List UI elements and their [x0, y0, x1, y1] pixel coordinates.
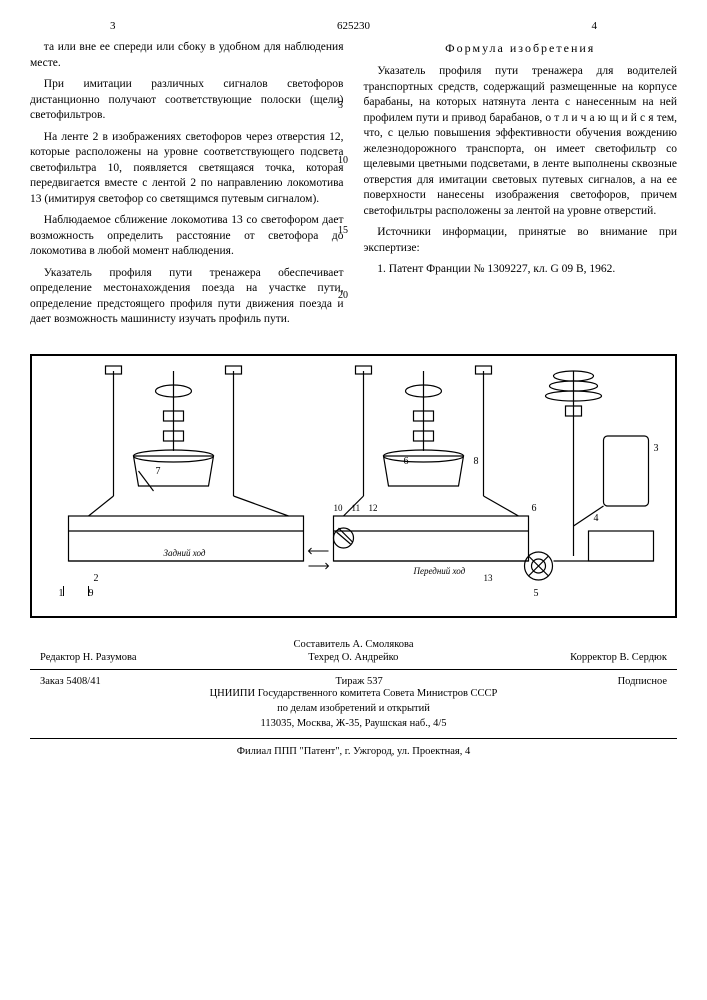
corrector: Корректор В. Сердюк — [570, 652, 667, 663]
line-num: 5 — [338, 100, 343, 111]
tech: Техред О. Андрейко — [308, 652, 398, 663]
org2: по делам изобретений и открытий — [30, 702, 677, 717]
addr: 113035, Москва, Ж-35, Раушская наб., 4/5 — [30, 717, 677, 732]
org1: ЦНИИПИ Государственного комитета Совета … — [30, 687, 677, 702]
fig-text-rear: Задний ход — [164, 548, 206, 558]
circulation: Тираж 537 — [335, 676, 382, 687]
fig-label-4: 4 — [594, 513, 599, 524]
line-num: 20 — [338, 290, 348, 301]
fig-label-6: 6 — [404, 456, 409, 467]
fig-label-11: 11 — [352, 503, 361, 513]
fig-label-9: 9 — [89, 588, 94, 599]
editor: Редактор Н. Разумова — [40, 652, 137, 663]
fig-label-12: 12 — [369, 503, 378, 513]
fig-label-3: 3 — [654, 443, 659, 454]
page-num-left: 3 — [110, 20, 116, 32]
branch: Филиал ППП "Патент", г. Ужгород, ул. Про… — [30, 745, 677, 760]
fig-text-front: Передний ход — [413, 566, 466, 576]
page-num-right: 4 — [592, 20, 598, 32]
text-columns: та или вне ее спереди или сбоку в удобно… — [30, 40, 677, 334]
fig-label-5: 5 — [534, 588, 539, 599]
para: та или вне ее спереди или сбоку в удобно… — [30, 40, 344, 71]
para: Указатель профиля пути тренажера для вод… — [364, 64, 678, 219]
line-num: 15 — [338, 225, 348, 236]
diagram-svg: 7 1 9 2 Задний ход — [32, 356, 675, 616]
compiler: Составитель А. Смолякова — [30, 638, 677, 653]
figure: 7 1 9 2 Задний ход — [30, 354, 677, 618]
para: На ленте 2 в изображениях светофоров чер… — [30, 130, 344, 208]
footer: Составитель А. Смолякова Редактор Н. Раз… — [30, 638, 677, 759]
order: Заказ 5408/41 — [40, 676, 101, 687]
claims-heading: Формула изобретения — [364, 40, 678, 56]
subscription: Подписное — [618, 676, 667, 687]
para: 1. Патент Франции № 1309227, кл. G 09 B,… — [364, 262, 678, 278]
fig-label-7: 7 — [156, 466, 161, 477]
fig-label-10: 10 — [334, 503, 344, 513]
fig-label-1: 1 — [59, 588, 64, 599]
fig-label-8: 8 — [474, 456, 479, 467]
right-column: Формула изобретения Указатель профиля пу… — [364, 40, 678, 334]
fig-label-13: 13 — [484, 573, 494, 583]
para: При имитации различных сигналов светофор… — [30, 77, 344, 124]
para: Наблюдаемое сближение локомотива 13 со с… — [30, 213, 344, 260]
page-header: 3 625230 4 — [30, 20, 677, 32]
fig-label-6b: 6 — [532, 503, 537, 514]
line-num: 10 — [338, 155, 348, 166]
left-column: та или вне ее спереди или сбоку в удобно… — [30, 40, 344, 334]
para: Указатель профиля пути тренажера обеспеч… — [30, 266, 344, 328]
doc-number: 625230 — [337, 20, 370, 32]
fig-label-2: 2 — [94, 573, 99, 584]
para: Источники информации, принятые во вниман… — [364, 225, 678, 256]
